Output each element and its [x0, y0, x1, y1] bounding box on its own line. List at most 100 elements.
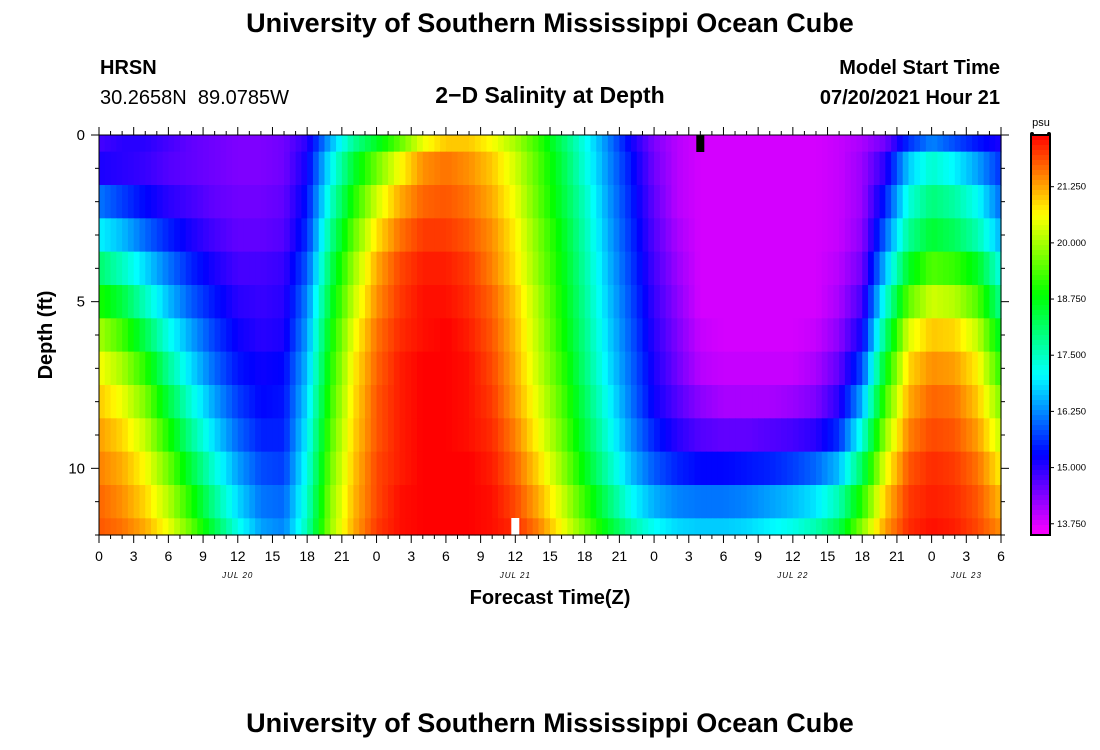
heatmap-cell [960, 285, 967, 319]
heatmap-cell [411, 151, 418, 186]
colorbar-swatch [1031, 190, 1050, 196]
heatmap-cell [960, 385, 967, 419]
heatmap-cell [417, 385, 424, 419]
heatmap-cell [891, 218, 898, 253]
heatmap-cell [659, 451, 667, 486]
heatmap-cell [659, 518, 667, 536]
heatmap-cell [139, 135, 146, 153]
heatmap-cell [440, 451, 447, 486]
heatmap-cell [359, 151, 366, 186]
colorbar-swatch [1031, 410, 1050, 416]
colorbar-swatch [1031, 205, 1050, 211]
heatmap-cell [509, 485, 516, 519]
heatmap-cell [162, 151, 169, 186]
heatmap-cell [388, 485, 395, 519]
heatmap-cell [226, 418, 233, 453]
heatmap-cell [370, 385, 378, 419]
heatmap-cell [850, 485, 858, 519]
heatmap-cell [931, 285, 938, 319]
heatmap-cell [781, 351, 788, 386]
heatmap-cell [451, 351, 459, 386]
colorbar-unit: psu [1032, 117, 1050, 129]
heatmap-cell [763, 318, 771, 353]
heatmap-cell [208, 185, 216, 219]
heatmap-cell [295, 285, 302, 319]
heatmap-cell [393, 385, 401, 419]
heatmap-cell [711, 385, 719, 419]
heatmap-cell [966, 518, 973, 536]
heatmap-cell [151, 385, 158, 419]
heatmap-cell [376, 351, 383, 386]
heatmap-cell [573, 151, 580, 186]
heatmap-cell [850, 451, 858, 486]
heatmap-cell [844, 385, 852, 419]
heatmap-cell [133, 418, 141, 453]
heatmap-cell [758, 135, 765, 153]
heatmap-cell [191, 218, 198, 253]
heatmap-cell [451, 151, 459, 186]
heatmap-cell [278, 135, 285, 153]
heatmap-cell [735, 518, 742, 536]
heatmap-cell [711, 251, 719, 286]
heatmap-cell [989, 518, 996, 536]
colorbar-frame [1030, 134, 1051, 536]
heatmap-cell [324, 151, 331, 186]
colorbar-swatch [1031, 525, 1050, 531]
heatmap-cell [839, 351, 846, 386]
heatmap-cell [127, 135, 135, 153]
heatmap-cell [405, 351, 412, 386]
heatmap-cell [862, 151, 869, 186]
heatmap-cell [295, 135, 302, 153]
colorbar-swatch [1031, 320, 1050, 326]
heatmap-cell [821, 318, 829, 353]
heatmap-cell [723, 135, 730, 153]
heatmap-cell [636, 251, 644, 286]
heatmap-cell [590, 351, 597, 386]
x-tick-label: 18 [577, 548, 593, 564]
heatmap-cell [896, 518, 904, 536]
heatmap-cell [168, 485, 175, 519]
heatmap-cell [272, 151, 279, 186]
heatmap-cell [868, 151, 875, 186]
heatmap-cell [879, 485, 886, 519]
heatmap-cell [492, 485, 499, 519]
heatmap-cell [879, 218, 886, 253]
heatmap-cell [486, 385, 493, 419]
heatmap-cell [977, 518, 985, 536]
heatmap-cell [191, 251, 198, 286]
colorbar-swatch [1031, 215, 1050, 221]
heatmap-cell [920, 151, 927, 186]
heatmap-cell [960, 418, 967, 453]
heatmap-cell [497, 251, 505, 286]
heatmap-cell [156, 485, 164, 519]
heatmap-cell [284, 485, 291, 519]
heatmap-cell [584, 218, 592, 253]
heatmap-cell [827, 251, 834, 286]
heatmap-cell [752, 318, 759, 353]
heatmap-cell [908, 451, 915, 486]
heatmap-cell [347, 151, 355, 186]
heatmap-cell [671, 218, 678, 253]
heatmap-cell [723, 385, 730, 419]
heatmap-cell [815, 418, 823, 453]
heatmap-cell [243, 518, 250, 536]
heatmap-cell [434, 351, 441, 386]
heatmap-cell [301, 485, 308, 519]
heatmap-cell [451, 318, 459, 353]
x-tick-label: 0 [650, 548, 658, 564]
heatmap-cell [255, 135, 262, 153]
heatmap-cell [607, 135, 615, 153]
heatmap-cell [891, 285, 898, 319]
heatmap-cell [827, 135, 834, 153]
heatmap-cell [324, 135, 331, 153]
heatmap-cell [417, 351, 424, 386]
heatmap-cell [682, 318, 690, 353]
heatmap-cell [127, 251, 135, 286]
heatmap-cell [255, 351, 262, 386]
heatmap-cell [249, 485, 256, 519]
heatmap-cell [619, 518, 626, 536]
heatmap-cell [544, 518, 551, 536]
heatmap-cell [336, 518, 343, 536]
heatmap-cell [578, 135, 586, 153]
heatmap-cell [463, 285, 470, 319]
